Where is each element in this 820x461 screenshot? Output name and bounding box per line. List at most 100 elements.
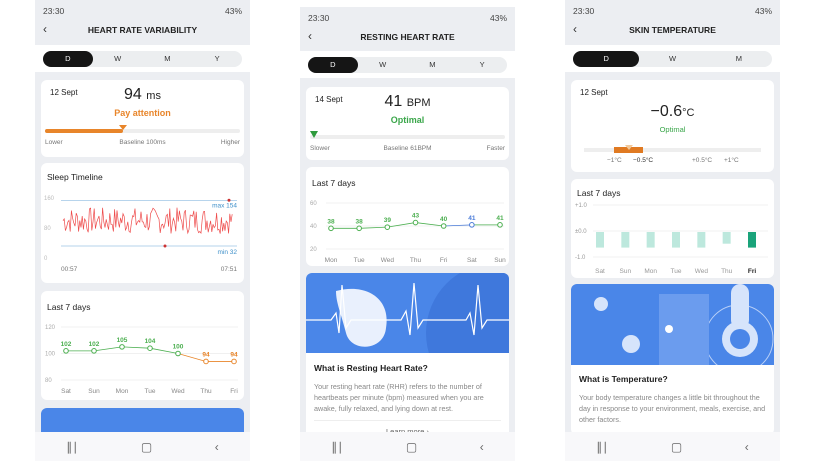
gauge-high-label: Faster bbox=[486, 145, 505, 152]
data-label: 41 bbox=[496, 215, 504, 222]
info-title: What is Temperature? bbox=[579, 374, 668, 384]
gauge-fill bbox=[45, 129, 123, 133]
tab-year[interactable]: Y bbox=[214, 54, 220, 63]
date-label: 12 Sept bbox=[50, 88, 78, 97]
data-point bbox=[63, 348, 69, 354]
series-line bbox=[177, 353, 207, 362]
tab-year[interactable]: Y bbox=[479, 60, 485, 69]
data-label: 38 bbox=[327, 218, 335, 225]
status-time: 23:30 bbox=[308, 13, 330, 23]
tab-day[interactable]: D bbox=[43, 51, 93, 67]
back-icon[interactable]: ‹ bbox=[744, 439, 749, 454]
temperature-value: −0.6 bbox=[650, 103, 683, 120]
heart-ecg-illustration bbox=[306, 273, 509, 353]
page-title: SKIN TEMPERATURE bbox=[629, 25, 716, 35]
hrv-screen: 23:30 43% ‹ HEART RATE VARIABILITY D W M Y 1… bbox=[35, 0, 250, 461]
tab-month[interactable]: M bbox=[429, 60, 436, 69]
temperature-info-section: What is Temperature? Your body temperatu… bbox=[571, 365, 774, 435]
series-line bbox=[387, 222, 416, 228]
back-icon[interactable]: ‹ bbox=[308, 29, 312, 43]
temperature-bar bbox=[672, 232, 680, 248]
rhr-value: 41 bbox=[384, 93, 403, 110]
gauge-baseline-label: Baseline 61BPM bbox=[383, 145, 432, 152]
system-nav-bar: ∥∣ ▢ ‹ bbox=[300, 432, 515, 461]
temperature-bar bbox=[722, 232, 731, 244]
hrv-value: 94 bbox=[124, 86, 142, 103]
data-label: 41 bbox=[468, 215, 476, 222]
temperature-bar bbox=[596, 232, 604, 248]
x-tick-label: Tue bbox=[354, 257, 365, 264]
data-label: 40 bbox=[440, 216, 448, 223]
gauge-baseline-label: Baseline 100ms bbox=[119, 139, 166, 146]
tab-week[interactable]: W bbox=[668, 54, 677, 63]
tab-month[interactable]: M bbox=[735, 54, 742, 63]
data-point bbox=[497, 222, 503, 228]
heart-banner-image bbox=[306, 273, 509, 353]
page-title: RESTING HEART RATE bbox=[360, 32, 455, 42]
back-icon[interactable]: ‹ bbox=[43, 22, 47, 36]
y-tick-label: 160 bbox=[44, 196, 55, 202]
gauge-label: +0.5°C bbox=[692, 157, 713, 164]
data-label: 94 bbox=[202, 351, 210, 358]
home-icon[interactable]: ▢ bbox=[405, 439, 418, 454]
rhr-gauge bbox=[310, 135, 505, 139]
y-tick-label: 0 bbox=[44, 256, 48, 262]
temperature-bar bbox=[621, 232, 630, 248]
gauge-label: −0.5°C bbox=[633, 157, 654, 164]
battery-level: 43% bbox=[489, 13, 507, 23]
rhr-summary-card: 14 Sept 41 BPM Optimal Slower Baseline 6… bbox=[306, 87, 509, 160]
learn-more-link[interactable]: Learn more › bbox=[314, 420, 501, 436]
data-point bbox=[175, 350, 181, 357]
y-tick-label: 40 bbox=[310, 224, 317, 230]
tab-week[interactable]: W bbox=[114, 54, 122, 63]
x-tick-label: Fri bbox=[230, 388, 238, 395]
last-7-days-card: Last 7 days 120 100 80 102 Sat 102 Sun 105 Mon 10… bbox=[41, 291, 244, 400]
data-point bbox=[384, 224, 391, 230]
series-line bbox=[443, 224, 472, 227]
x-tick-label: Wed bbox=[381, 257, 395, 264]
y-tick-label: 80 bbox=[44, 226, 51, 232]
last-7-days-chart: +1.0 ±0.0 -1.0 Sat Sun Mon Tue Wed Thu Fri bbox=[575, 203, 768, 275]
tab-month[interactable]: M bbox=[164, 54, 171, 63]
status-text: Optimal bbox=[659, 125, 686, 134]
temperature-summary-card: 12 Sept −0.6°C Optimal −1°C −0.5°C +0.5°… bbox=[571, 80, 774, 172]
back-icon[interactable]: ‹ bbox=[573, 22, 577, 36]
status-text: Optimal bbox=[390, 115, 425, 125]
thermometer-illustration bbox=[594, 284, 774, 365]
rhr-unit: BPM bbox=[406, 97, 431, 109]
data-point bbox=[147, 345, 153, 352]
y-tick-label: +1.0 bbox=[575, 203, 588, 209]
temperature-bar bbox=[748, 232, 756, 248]
temperature-gauge bbox=[584, 148, 761, 152]
system-nav-bar: ∥∣ ▢ ‹ bbox=[565, 432, 780, 461]
x-tick-label: Wed bbox=[695, 268, 709, 275]
data-label: 94 bbox=[230, 351, 238, 358]
recents-icon[interactable]: ∥∣ bbox=[596, 439, 609, 454]
min-point bbox=[163, 244, 167, 248]
x-tick-label: Fri bbox=[748, 268, 757, 275]
tab-day[interactable]: D bbox=[573, 51, 640, 67]
series-line bbox=[415, 222, 444, 227]
x-tick-label: Mon bbox=[325, 257, 338, 264]
card-title: Last 7 days bbox=[47, 302, 91, 312]
x-tick-label: Sat bbox=[595, 268, 605, 275]
recents-icon[interactable]: ∥∣ bbox=[66, 439, 79, 454]
recents-icon[interactable]: ∥∣ bbox=[331, 439, 344, 454]
home-icon[interactable]: ▢ bbox=[140, 439, 153, 454]
x-tick-label: Tue bbox=[145, 388, 156, 395]
status-time: 23:30 bbox=[43, 6, 65, 16]
x-tick-label: Mon bbox=[116, 388, 129, 395]
last-7-days-card: Last 7 days 60 40 20 38 Mon 38 Tue 39 Wed 43 Thu 40… bbox=[306, 167, 509, 266]
sleep-timeline-chart: 160 80 0 max 154 min 32 00:57 07:51 bbox=[44, 196, 238, 273]
tab-day[interactable]: D bbox=[308, 57, 358, 73]
tab-week[interactable]: W bbox=[379, 60, 387, 69]
data-label: 104 bbox=[145, 338, 156, 345]
series-line bbox=[359, 226, 388, 229]
back-icon[interactable]: ‹ bbox=[214, 439, 219, 454]
home-icon[interactable]: ▢ bbox=[670, 439, 683, 454]
end-time: 07:51 bbox=[221, 266, 238, 273]
back-icon[interactable]: ‹ bbox=[479, 439, 484, 454]
data-point bbox=[356, 225, 362, 232]
date-label: 12 Sept bbox=[580, 88, 608, 97]
